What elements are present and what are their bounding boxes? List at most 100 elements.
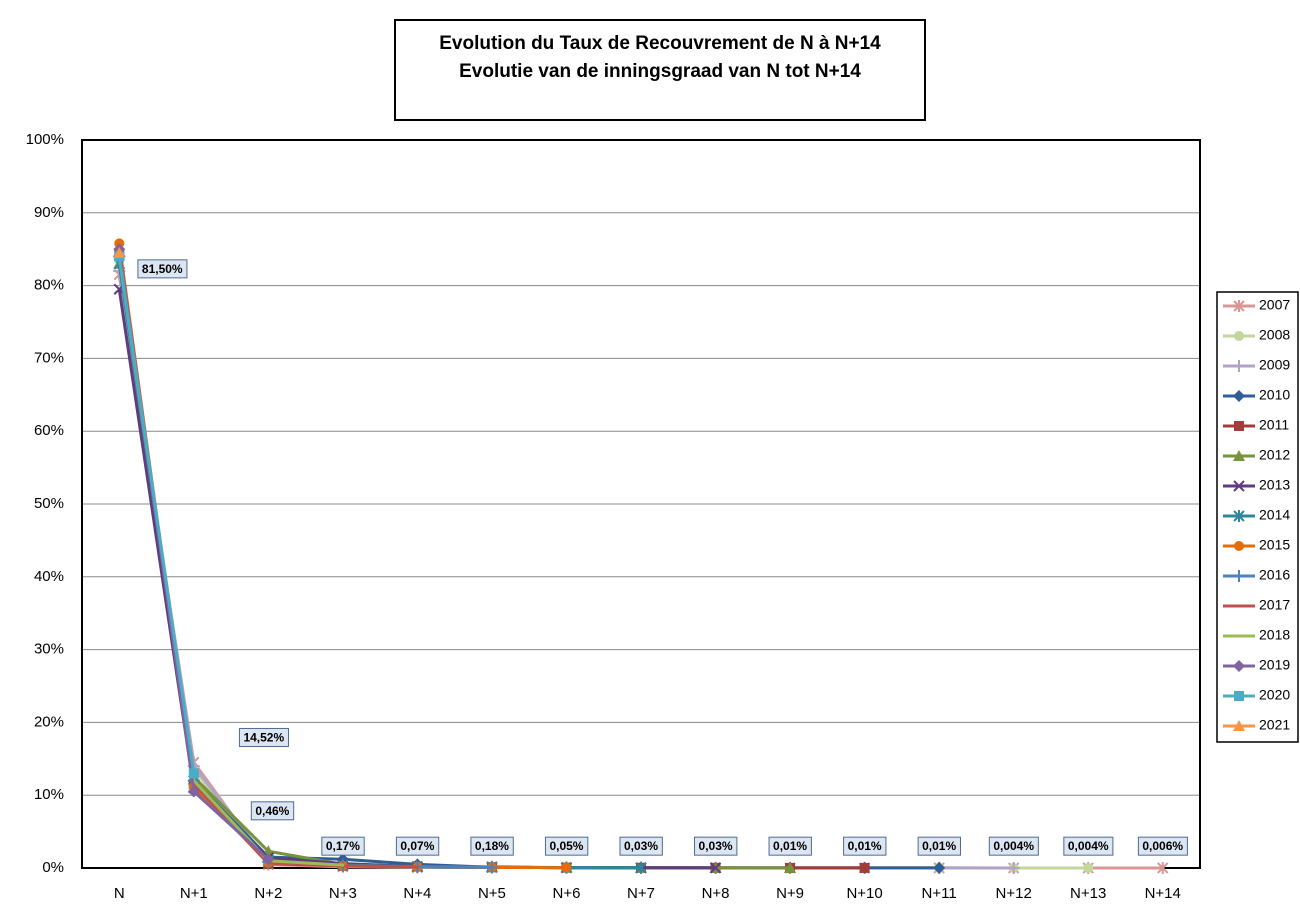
data-point (1157, 861, 1169, 874)
data-label-box (395, 836, 440, 856)
x-tick-label: N+8 (702, 885, 730, 902)
x-tick-label: N+4 (403, 885, 431, 902)
data-point (709, 862, 722, 874)
data-label: 0,18% (475, 839, 509, 853)
y-tick-label: 30% (34, 641, 64, 658)
data-point (187, 785, 200, 798)
legend-label: 2012 (1259, 447, 1290, 463)
x-tick-label: N+6 (552, 885, 580, 902)
series-line (117, 256, 492, 869)
legend-marker (1233, 450, 1245, 461)
data-label: 0,004% (993, 839, 1034, 853)
data-label-box (988, 836, 1039, 856)
legend-marker (1234, 421, 1244, 431)
x-tick-label: N+14 (1145, 885, 1181, 902)
x-tick-label: N+11 (922, 885, 957, 902)
data-label-box (768, 836, 812, 856)
series-line (117, 263, 791, 870)
data-label: 0,03% (699, 839, 733, 853)
legend-label: 2013 (1259, 477, 1290, 493)
y-tick-label: 90% (34, 204, 64, 221)
data-label-box (321, 836, 365, 856)
data-label: 0,17% (326, 839, 360, 853)
legend-label: 2020 (1259, 687, 1290, 703)
x-tick-label: N+7 (627, 885, 655, 902)
data-label-box (694, 836, 738, 856)
legend-marker (1234, 691, 1244, 701)
legend-marker (1233, 390, 1245, 402)
data-label: 0,006% (1142, 839, 1183, 853)
legend-label: 2015 (1259, 537, 1290, 553)
series-line (117, 259, 1089, 870)
legend-label: 2021 (1259, 717, 1290, 733)
series-line (117, 256, 343, 867)
legend-marker (1233, 720, 1245, 731)
chart-subtitle: Evolutie van de inningsgraad van N tot N… (459, 61, 861, 82)
data-label-box (470, 836, 514, 856)
legend-label: 2007 (1259, 297, 1290, 313)
series-line (117, 252, 865, 870)
data-point (933, 861, 946, 874)
series-line (117, 270, 1014, 870)
series-line (117, 256, 940, 870)
legend-marker (1233, 510, 1245, 522)
data-label: 0,01% (922, 839, 956, 853)
data-label: 14,52% (243, 730, 284, 744)
x-tick-label: N+1 (180, 885, 208, 902)
y-tick-label: 10% (34, 786, 64, 803)
data-label-box (544, 836, 589, 856)
data-point (859, 862, 870, 873)
y-tick-label: 50% (34, 495, 64, 512)
title-box (394, 19, 926, 121)
series-line (117, 243, 567, 870)
chart-title: Evolution du Taux de Recouvrement de N à… (439, 33, 881, 54)
x-tick-label: N+5 (478, 885, 506, 902)
data-label: 0,03% (624, 839, 658, 853)
data-label: 81,50% (142, 262, 183, 276)
data-point (113, 246, 126, 258)
legend-label: 2010 (1259, 387, 1290, 403)
data-point (485, 861, 498, 874)
legend-label: 2016 (1259, 567, 1290, 583)
data-label-box (1063, 836, 1114, 856)
data-label: 0,004% (1068, 839, 1109, 853)
data-label: 0,01% (773, 839, 807, 853)
series-line (117, 274, 1163, 870)
series-line (117, 256, 196, 774)
x-tick-label: N (114, 885, 125, 902)
data-point (341, 863, 345, 867)
data-point (188, 768, 199, 779)
data-point (1083, 862, 1094, 873)
legend-marker (1234, 331, 1244, 341)
legend-label: 2009 (1259, 357, 1290, 373)
data-point (415, 865, 419, 869)
legend-marker (1233, 360, 1245, 372)
legend-marker (1233, 570, 1245, 582)
data-label-box (1137, 836, 1188, 856)
data-label-box (843, 836, 887, 856)
legend-label: 2014 (1259, 507, 1290, 523)
legend-label: 2018 (1259, 627, 1290, 643)
legend-marker (1233, 300, 1245, 312)
x-tick-label: N+13 (1070, 885, 1106, 902)
y-tick-label: 40% (34, 568, 64, 585)
data-point (561, 862, 572, 873)
legend-label: 2017 (1259, 597, 1290, 613)
x-tick-label: N+2 (254, 885, 282, 902)
data-point (635, 861, 647, 874)
legend-marker (1234, 541, 1244, 551)
data-label: 0,46% (255, 804, 289, 818)
x-tick-label: N+9 (776, 885, 804, 902)
data-label-box (137, 259, 188, 279)
legend-label: 2008 (1259, 327, 1290, 343)
x-tick-label: N+3 (329, 885, 357, 902)
legend-marker (1233, 480, 1245, 492)
data-label-box (917, 836, 961, 856)
data-label: 0,07% (400, 839, 434, 853)
x-tick-label: N+12 (996, 885, 1032, 902)
x-tick-label: N+10 (846, 885, 882, 902)
data-label-box (619, 836, 663, 856)
data-label: 0,05% (549, 839, 583, 853)
y-tick-label: 70% (34, 349, 64, 366)
